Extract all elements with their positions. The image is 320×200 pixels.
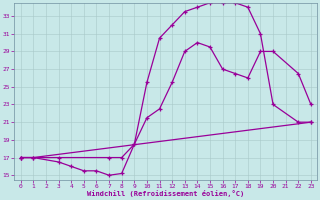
X-axis label: Windchill (Refroidissement éolien,°C): Windchill (Refroidissement éolien,°C) xyxy=(87,190,244,197)
